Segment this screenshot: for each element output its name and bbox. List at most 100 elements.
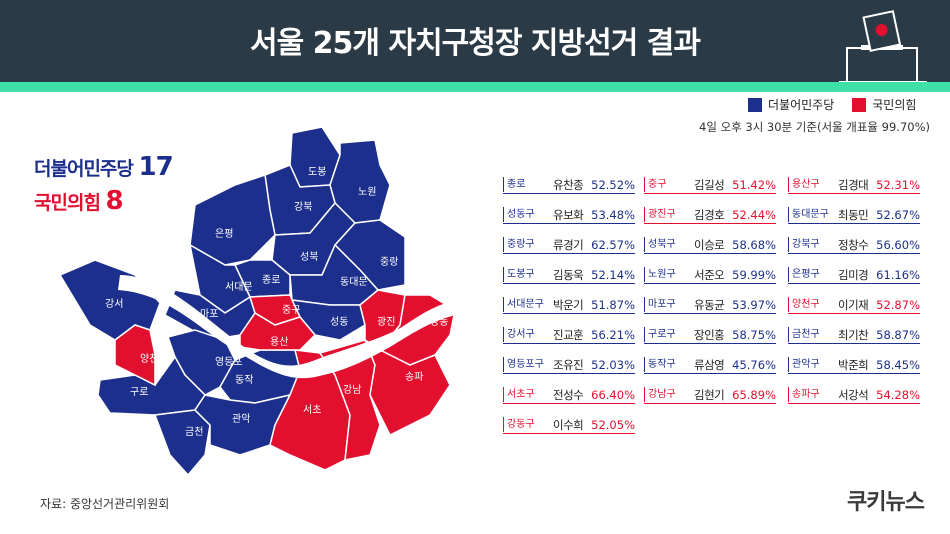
result-candidate: 진교훈 xyxy=(553,327,584,342)
result-cell: 동작구 류삼영 45.76% xyxy=(644,356,776,374)
democratic-swatch xyxy=(748,97,762,112)
result-percent: 58.75% xyxy=(732,327,776,342)
page-title: 서울 25개 자치구청장 지방선거 결과 xyxy=(250,26,701,61)
result-candidate: 김현기 xyxy=(694,387,725,402)
result-district: 종로 xyxy=(503,177,525,192)
result-district: 서대문구 xyxy=(503,297,544,312)
map-label-11: 성동 xyxy=(330,316,348,328)
result-district: 동대문구 xyxy=(788,207,829,222)
result-percent: 52.52% xyxy=(591,177,635,192)
map-label-15: 용산 xyxy=(270,336,288,348)
result-percent: 53.97% xyxy=(732,297,776,312)
result-candidate: 조유진 xyxy=(553,357,584,372)
result-percent: 53.48% xyxy=(591,207,635,222)
result-district: 성북구 xyxy=(644,237,676,252)
result-district: 도봉구 xyxy=(503,267,535,282)
map-legend: 더불어민주당 국민의힘 xyxy=(748,96,916,113)
result-candidate: 김동욱 xyxy=(553,267,584,282)
result-percent: 52.14% xyxy=(591,267,635,282)
result-cell: 도봉구 김동욱 52.14% xyxy=(503,266,635,284)
map-label-16: 양천 xyxy=(140,353,158,365)
result-cell: 노원구 서준오 59.99% xyxy=(644,266,776,284)
map-label-12: 광진 xyxy=(377,316,395,328)
result-district: 중구 xyxy=(644,177,666,192)
result-cell: 중랑구 류경기 62.57% xyxy=(503,236,635,254)
result-district: 강서구 xyxy=(503,327,535,342)
result-district: 강북구 xyxy=(788,237,820,252)
header-accent-stripe xyxy=(0,82,950,92)
ppp-swatch xyxy=(852,97,867,112)
map-label-6: 종로 xyxy=(262,274,280,286)
district-yangcheon xyxy=(114,324,156,387)
result-percent: 58.87% xyxy=(876,327,920,342)
map-label-7: 동대문 xyxy=(340,276,368,288)
result-percent: 52.05% xyxy=(591,417,635,432)
result-percent: 58.45% xyxy=(876,357,920,372)
result-district: 금천구 xyxy=(788,327,820,342)
result-percent: 45.76% xyxy=(732,357,776,372)
summary-democratic-count: 17 xyxy=(138,152,174,182)
result-cell: 마포구 유동균 53.97% xyxy=(644,296,776,314)
result-percent: 58.68% xyxy=(732,237,776,252)
result-district: 성동구 xyxy=(503,207,535,222)
map-label-14: 강서 xyxy=(105,298,123,310)
map-label-20: 송파 xyxy=(405,371,423,383)
result-candidate: 류삼영 xyxy=(694,357,725,372)
legend-ppp: 국민의힘 xyxy=(872,98,917,112)
result-candidate: 류경기 xyxy=(553,237,584,252)
result-district: 서초구 xyxy=(503,387,535,402)
result-district: 중랑구 xyxy=(503,237,535,252)
result-district: 강남구 xyxy=(644,387,676,402)
map-label-1: 노원 xyxy=(358,186,376,198)
map-label-24: 금천 xyxy=(185,426,203,438)
result-cell: 종로 유찬종 52.52% xyxy=(503,176,635,194)
result-district: 동작구 xyxy=(644,357,676,372)
map-label-23: 관악 xyxy=(232,413,250,425)
result-candidate: 김경호 xyxy=(694,207,725,222)
result-district: 용산구 xyxy=(788,177,820,192)
result-percent: 65.89% xyxy=(732,387,776,402)
result-percent: 51.87% xyxy=(591,297,635,312)
summary-democratic: 더불어민주당 17 xyxy=(34,152,174,182)
result-candidate: 전성수 xyxy=(553,387,584,402)
result-percent: 56.60% xyxy=(876,237,920,252)
result-percent: 52.03% xyxy=(591,357,635,372)
result-candidate: 박운기 xyxy=(553,297,584,312)
result-cell: 금천구 최기찬 58.87% xyxy=(788,326,920,344)
result-percent: 52.87% xyxy=(876,297,920,312)
summary-democratic-label: 더불어민주당 xyxy=(34,158,134,180)
result-candidate: 이승로 xyxy=(694,237,725,252)
result-cell: 성동구 유보화 53.48% xyxy=(503,206,635,224)
summary-ppp-count: 8 xyxy=(105,186,124,216)
result-cell: 양천구 이기재 52.87% xyxy=(788,296,920,314)
result-district: 송파구 xyxy=(788,387,820,402)
result-district: 은평구 xyxy=(788,267,820,282)
result-cell: 강남구 김현기 65.89% xyxy=(644,386,776,404)
result-cell: 송파구 서강석 54.28% xyxy=(788,386,920,404)
result-percent: 56.21% xyxy=(591,327,635,342)
district-yongsan xyxy=(239,311,317,351)
brand-logo: 쿠키뉴스 xyxy=(847,490,925,515)
result-percent: 62.57% xyxy=(591,237,635,252)
result-cell: 용산구 김경대 52.31% xyxy=(788,176,920,194)
map-label-9: 마포 xyxy=(200,308,218,320)
result-percent: 52.44% xyxy=(732,207,776,222)
map-label-21: 구로 xyxy=(130,387,148,398)
map-label-2: 강북 xyxy=(294,201,312,213)
result-percent: 52.31% xyxy=(876,177,920,192)
result-cell: 영등포구 조유진 52.03% xyxy=(503,356,635,374)
result-cell: 강서구 진교훈 56.21% xyxy=(503,326,635,344)
map-label-18: 동작 xyxy=(235,374,253,386)
result-cell: 광진구 김경호 52.44% xyxy=(644,206,776,224)
result-district: 강동구 xyxy=(503,417,535,432)
result-candidate: 장인홍 xyxy=(694,327,725,342)
map-label-4: 성북 xyxy=(300,251,318,263)
district-songpa xyxy=(363,338,451,437)
map-label-8: 서대문 xyxy=(225,281,253,293)
map-label-17: 영등포 xyxy=(215,356,243,368)
result-percent: 66.40% xyxy=(591,387,635,402)
result-district: 양천구 xyxy=(788,297,820,312)
map-label-10: 중구 xyxy=(282,304,300,316)
map-label-13: 강동 xyxy=(430,316,448,328)
